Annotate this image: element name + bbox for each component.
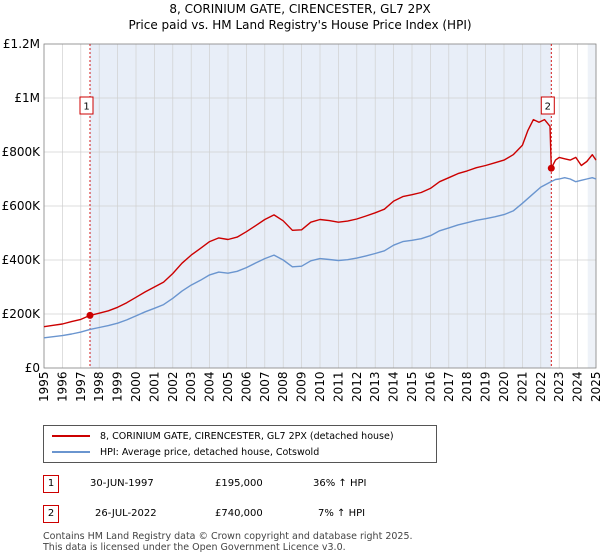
x-tick-label: 1995 [37,371,51,402]
legend: 8, CORINIUM GATE, CIRENCESTER, GL7 2PX (… [43,425,437,463]
x-tick-label: 2002 [166,371,180,402]
x-tick-label: 2009 [295,371,309,402]
x-tick-label: 2019 [479,371,493,402]
sale-label-number: 2 [545,102,551,113]
y-tick-label: £200K [2,307,42,321]
y-tick-label: £400K [2,253,42,267]
y-tick-label: £0 [25,361,40,375]
x-tick-label: 2007 [258,371,272,402]
x-tick-label: 2023 [552,371,566,402]
price-chart: £0 £200K £400K £600K £800K £1M £1.2M 1995 1996 19… [2,37,600,402]
x-tick-label: 2017 [442,371,456,402]
y-tick-label: £1M [14,91,40,105]
x-tick-label: 1999 [111,371,125,402]
x-tick-label: 1996 [55,371,69,402]
plot-frame [43,43,597,369]
x-tick-label: 2018 [460,371,474,402]
legend-item-hpi: HPI: Average price, detached house, Cots… [52,445,319,459]
x-tick-label: 2008 [276,371,290,402]
transaction-price: £195,000 [215,478,263,489]
x-tick-label: 2006 [239,371,253,402]
transaction-hpi: 7% ↑ HPI [318,508,366,519]
x-tick-label: 2022 [534,371,548,402]
transaction-row: 2 26-JUL-2022 £740,000 7% ↑ HPI [43,505,563,523]
transaction-date: 30-JUN-1997 [90,478,154,489]
transaction-price: £740,000 [215,508,263,519]
legend-swatch-property [52,435,90,437]
x-tick-label: 1998 [92,371,106,402]
x-tick-label: 2013 [368,371,382,402]
x-tick-label: 2001 [147,371,161,402]
transaction-marker: 2 [43,505,59,523]
transaction-marker: 1 [43,475,59,493]
sale-label-number: 1 [83,102,89,113]
x-tick-label: 2024 [571,371,585,402]
legend-swatch-hpi [52,451,90,453]
x-tick-label: 2011 [331,371,345,402]
x-tick-label: 1997 [74,371,88,402]
x-tick-label: 2021 [515,371,529,402]
x-tick-label: 2010 [313,371,327,402]
x-tick-label: 2016 [423,371,437,402]
x-tick-label: 2004 [203,371,217,402]
x-tick-label: 2005 [221,371,235,402]
legend-item-property: 8, CORINIUM GATE, CIRENCESTER, GL7 2PX (… [52,429,394,443]
sale-label-box [79,96,94,115]
y-tick-label: £800K [2,145,42,159]
chart-subtitle: Price paid vs. HM Land Registry's House … [128,18,472,32]
legend-label-hpi: HPI: Average price, detached house, Cots… [100,446,320,458]
transaction-row: 1 30-JUN-1997 £195,000 36% ↑ HPI [43,475,563,493]
sale-point [86,311,94,319]
x-tick-label: 2003 [184,371,198,402]
footer-copyright: Contains HM Land Registry data © Crown c… [43,531,413,542]
x-tick-label: 2025 [589,371,600,402]
sale-label-box [540,96,555,115]
x-tick-label: 2012 [350,371,364,402]
transaction-hpi: 36% ↑ HPI [313,478,367,489]
x-tick-label: 2014 [387,371,401,402]
property-price-line [43,118,597,328]
chart-title: 8, CORINIUM GATE, CIRENCESTER, GL7 2PX [169,2,431,16]
y-tick-label: £1.2M [3,37,40,51]
transaction-date: 26-JUL-2022 [95,508,157,519]
hpi-line [43,176,597,339]
footer-licence: This data is licensed under the Open Gov… [43,542,346,553]
y-tick-label: £600K [2,199,42,213]
x-tick-label: 2020 [497,371,511,402]
x-tick-label: 2000 [129,371,143,402]
x-tick-label: 2015 [405,371,419,402]
footer: Contains HM Land Registry data © Crown c… [43,531,413,553]
legend-label-property: 8, CORINIUM GATE, CIRENCESTER, GL7 2PX (… [100,430,394,442]
sale-point [547,164,555,172]
